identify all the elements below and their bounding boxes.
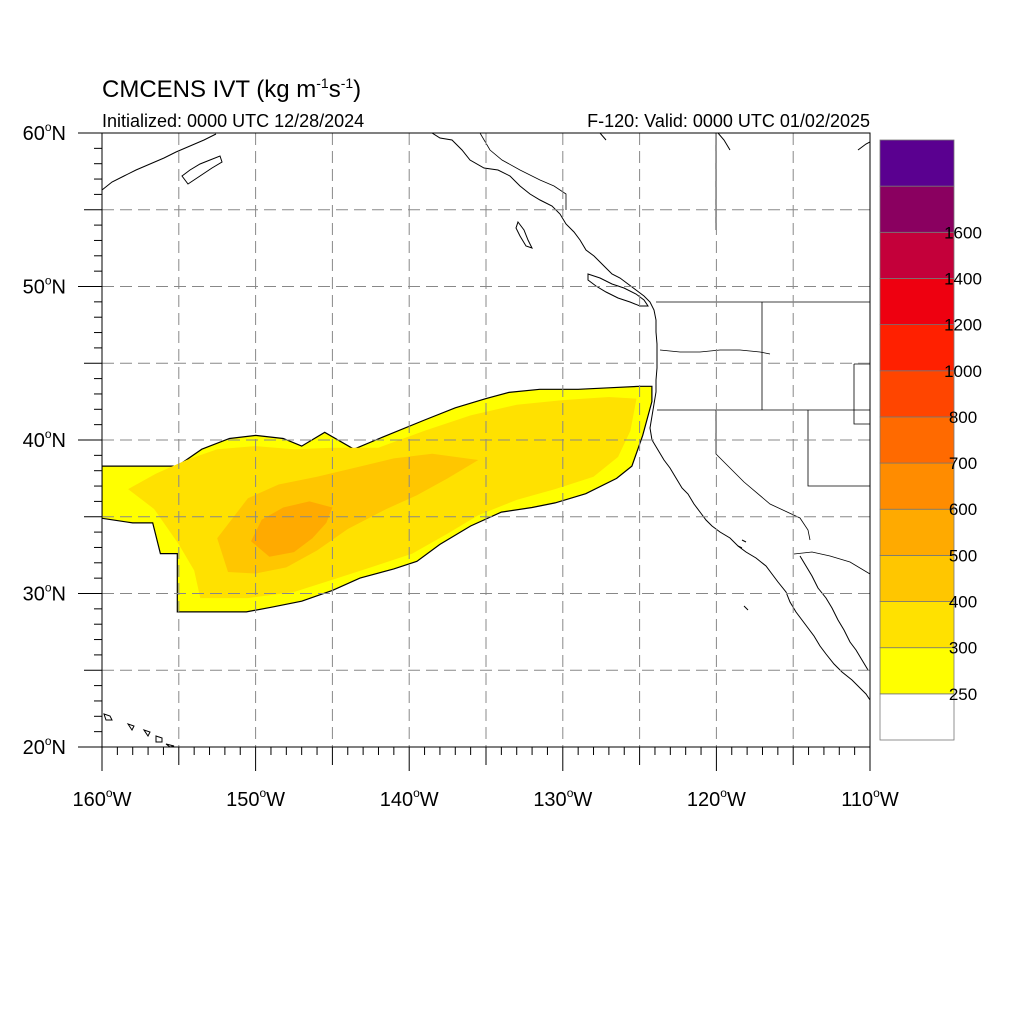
colorbar-swatch — [879, 462, 955, 510]
colorbar-swatch — [879, 324, 955, 372]
colorbar-swatch — [879, 185, 955, 233]
colorbar-label: 1200 — [944, 316, 982, 335]
colorbar: 250 300 400 500 600 700 800 1000 1200 1400 1600 — [879, 139, 982, 741]
nevada-utah-border — [807, 410, 870, 487]
map-plot-area — [102, 133, 870, 747]
y-tick-label: 20oN — [23, 734, 66, 759]
colorbar-label: 300 — [949, 639, 977, 658]
haida-gwaii — [515, 220, 533, 249]
california-nevada-border — [715, 410, 811, 541]
colorbar-label: 600 — [949, 500, 977, 519]
political-boundaries — [479, 133, 870, 575]
colorbar-swatch — [879, 508, 955, 556]
x-tick-label: 120oW — [687, 786, 746, 811]
alaska-islands — [181, 155, 223, 185]
y-tick-label: 60oN — [23, 120, 66, 145]
graticule — [102, 133, 870, 747]
colorbar-label: 400 — [949, 593, 977, 612]
colorbar-swatch — [879, 139, 955, 187]
channel-islands — [737, 539, 749, 611]
x-tick-label: 140oW — [380, 786, 439, 811]
oregon-washington-border — [659, 349, 771, 355]
wyoming-box — [853, 363, 870, 425]
x-tick-label: 130oW — [533, 786, 592, 811]
baja-california-gulf-coast — [799, 555, 869, 671]
axis-ticks — [78, 132, 871, 771]
colorbar-label: 500 — [949, 546, 977, 565]
subtitle-valid-time: F-120: Valid: 0000 UTC 01/02/2025 — [587, 111, 870, 131]
colorbar-label: 1000 — [944, 362, 982, 381]
colorbar-swatch — [879, 647, 955, 695]
x-tick-label: 150oW — [226, 786, 285, 811]
colorbar-label: 700 — [949, 454, 977, 473]
colorbar-swatch — [879, 554, 955, 602]
y-tick-label: 40oN — [23, 427, 66, 452]
colorbar-label: 1600 — [944, 223, 982, 242]
axis-tick-labels: 160oW 150oW 140oW 130oW 120oW 110oW 20oN 30oN 40… — [23, 120, 899, 811]
alaska-coast-west — [102, 133, 217, 191]
alaska-canada-border — [479, 133, 567, 210]
x-tick-label: 160oW — [73, 786, 132, 811]
colorbar-swatch — [879, 370, 955, 418]
colorbar-swatch — [879, 601, 955, 649]
ivt-region-500 — [251, 501, 333, 557]
us-mexico-border — [793, 551, 870, 575]
north-america-coastline — [431, 133, 870, 701]
colorbar-label: 1400 — [944, 269, 982, 288]
colorbar-swatch — [879, 416, 955, 464]
x-tick-label: 110oW — [841, 786, 899, 811]
colorbar-swatch — [879, 693, 955, 741]
subtitle-initialized: Initialized: 0000 UTC 12/28/2024 — [102, 111, 364, 131]
colorbar-label: 250 — [949, 685, 977, 704]
colorbar-label: 800 — [949, 408, 977, 427]
hawaii-islands — [103, 713, 175, 747]
colorbar-swatch — [879, 231, 955, 279]
y-tick-label: 50oN — [23, 274, 66, 299]
colorbar-swatch — [879, 278, 955, 326]
y-tick-label: 30oN — [23, 581, 66, 606]
map-title: CMCENS IVT (kg m-1s-1) — [102, 75, 361, 103]
